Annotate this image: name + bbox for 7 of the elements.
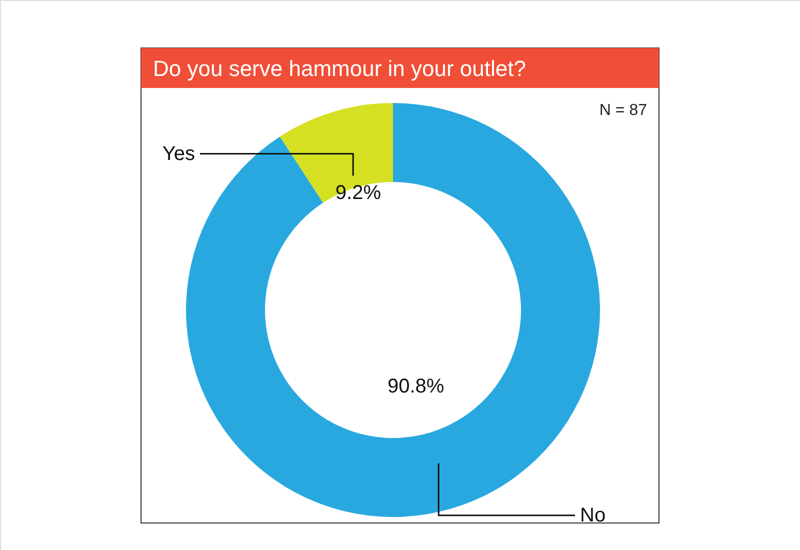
slice-label: No bbox=[580, 504, 606, 526]
donut-slice bbox=[280, 103, 393, 203]
data-label: 90.8% bbox=[387, 376, 444, 398]
slice-label: Yes bbox=[162, 142, 195, 165]
chart-title: Do you serve hammour in your outlet? bbox=[153, 56, 526, 81]
data-label: 9.2% bbox=[335, 182, 382, 204]
text: N = 87 bbox=[599, 102, 648, 119]
